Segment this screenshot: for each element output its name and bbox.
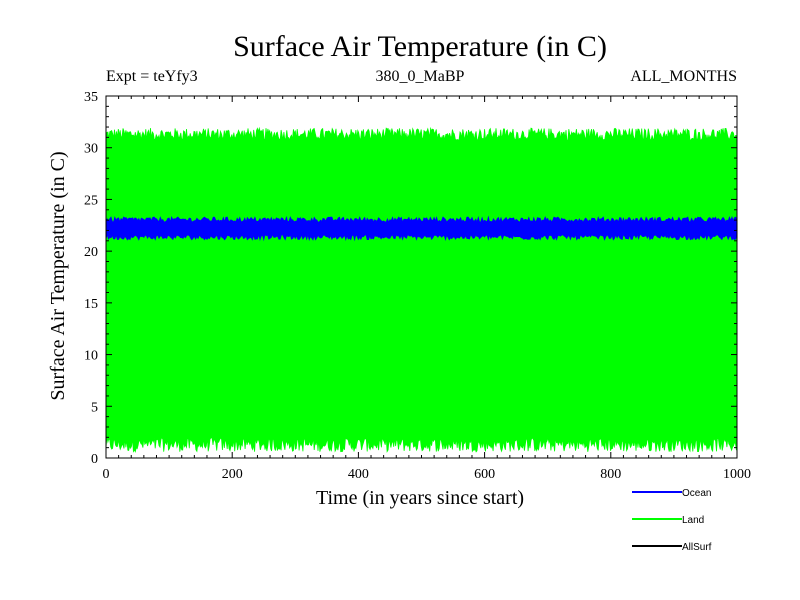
y-tick-label: 30 bbox=[84, 142, 98, 157]
expt-label: Expt = teYfy3 bbox=[106, 68, 198, 85]
legend-label-allsurf: AllSurf bbox=[682, 542, 712, 553]
x-tick-label: 400 bbox=[348, 467, 369, 482]
y-tick-label: 35 bbox=[84, 90, 98, 105]
x-axis-label: Time (in years since start) bbox=[316, 487, 524, 509]
x-axis: 0 200 400 600 800 1000 bbox=[103, 96, 751, 482]
legend-item-ocean: Ocean bbox=[632, 488, 711, 499]
age-label: 380_0_MaBP bbox=[376, 68, 465, 85]
y-axis: 0 5 10 15 20 25 30 35 bbox=[84, 90, 737, 467]
x-tick-label: 0 bbox=[103, 467, 110, 482]
y-tick-label: 25 bbox=[84, 193, 98, 208]
legend-item-land: Land bbox=[632, 515, 704, 526]
x-tick-label: 1000 bbox=[723, 467, 751, 482]
legend: Ocean Land AllSurf bbox=[632, 488, 712, 553]
y-axis-label: Surface Air Temperature (in C) bbox=[47, 151, 69, 400]
x-tick-label: 800 bbox=[600, 467, 621, 482]
y-tick-label: 15 bbox=[84, 297, 98, 312]
plot-area bbox=[105, 126, 738, 453]
series-land bbox=[105, 126, 737, 453]
y-tick-label: 0 bbox=[91, 452, 98, 467]
x-tick-label: 600 bbox=[474, 467, 495, 482]
land-series-band bbox=[105, 126, 737, 453]
legend-label-ocean: Ocean bbox=[682, 488, 711, 499]
chart-title: Surface Air Temperature (in C) bbox=[233, 30, 607, 63]
y-tick-label: 10 bbox=[84, 349, 98, 364]
legend-item-allsurf: AllSurf bbox=[632, 542, 712, 553]
y-tick-label: 20 bbox=[84, 245, 98, 260]
legend-label-land: Land bbox=[682, 515, 704, 526]
months-label: ALL_MONTHS bbox=[630, 68, 737, 85]
x-tick-label: 200 bbox=[222, 467, 243, 482]
y-tick-label: 5 bbox=[91, 400, 98, 415]
